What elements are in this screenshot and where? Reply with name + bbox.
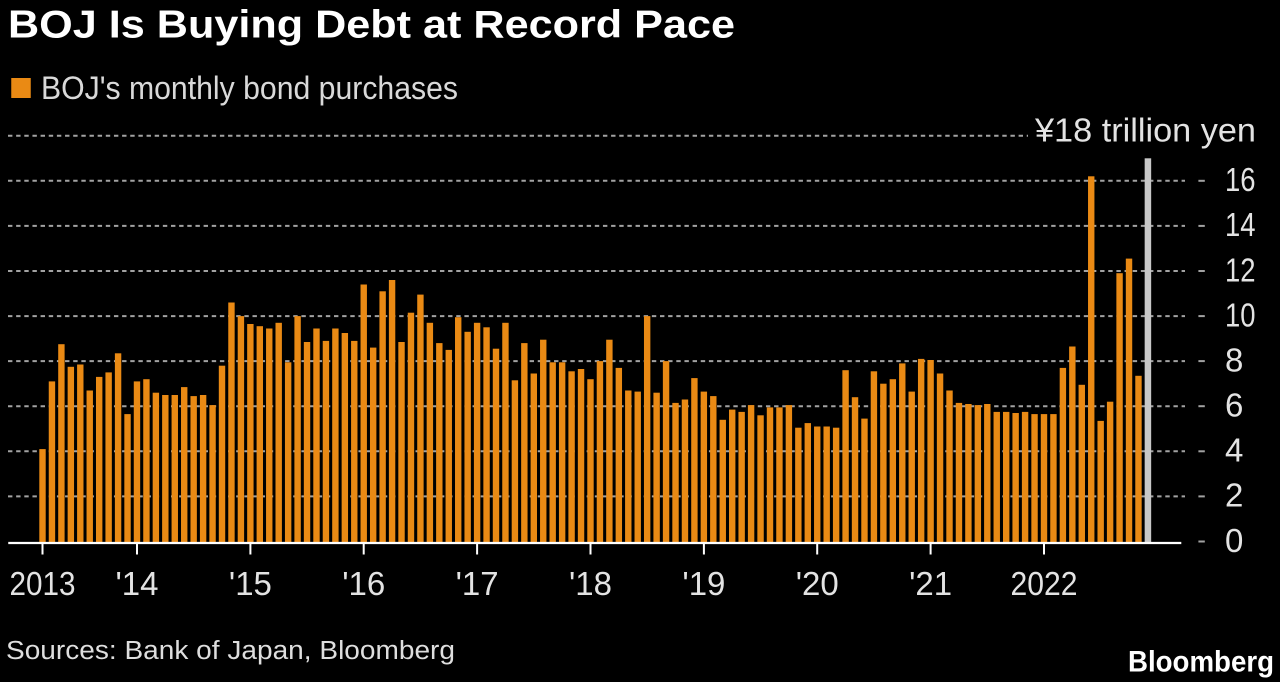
- svg-text:'17: '17: [456, 565, 499, 602]
- svg-text:0: 0: [1225, 522, 1243, 559]
- svg-text:6: 6: [1225, 387, 1243, 424]
- svg-text:8: 8: [1225, 341, 1243, 378]
- svg-text:4: 4: [1225, 432, 1243, 469]
- svg-text:BOJ Is Buying Debt at Record P: BOJ Is Buying Debt at Record Pace: [8, 4, 735, 47]
- svg-text:'19: '19: [682, 565, 725, 602]
- svg-text:BOJ's monthly bond purchases: BOJ's monthly bond purchases: [41, 70, 458, 106]
- svg-text:'20: '20: [796, 565, 839, 602]
- svg-text:'14: '14: [115, 565, 158, 602]
- svg-text:14: 14: [1225, 206, 1256, 243]
- svg-text:Sources: Bank of Japan, Bloomb: Sources: Bank of Japan, Bloomberg: [6, 637, 455, 665]
- svg-text:'18: '18: [569, 565, 612, 602]
- svg-text:'21: '21: [909, 565, 952, 602]
- svg-text:'16: '16: [342, 565, 385, 602]
- svg-text:Bloomberg: Bloomberg: [1128, 646, 1274, 679]
- svg-text:16: 16: [1225, 161, 1256, 198]
- svg-text:12: 12: [1225, 251, 1256, 288]
- svg-text:'15: '15: [229, 565, 272, 602]
- svg-text:2: 2: [1225, 477, 1243, 514]
- svg-text:2022: 2022: [1011, 565, 1078, 602]
- svg-text:10: 10: [1225, 296, 1256, 333]
- svg-text:¥18 trillion yen: ¥18 trillion yen: [1034, 112, 1256, 149]
- svg-text:2013: 2013: [10, 565, 76, 602]
